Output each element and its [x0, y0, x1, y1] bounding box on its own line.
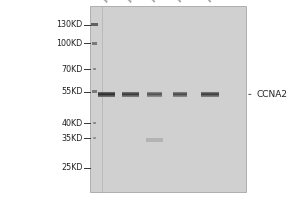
Bar — [93, 122, 96, 124]
Text: Mouse spleen: Mouse spleen — [150, 0, 193, 4]
Text: 40KD: 40KD — [61, 119, 82, 128]
Bar — [93, 137, 96, 139]
Bar — [91, 23, 98, 26]
Text: Mouse liver: Mouse liver — [126, 0, 163, 4]
Bar — [147, 92, 162, 97]
Text: 70KD: 70KD — [61, 65, 82, 74]
Text: 35KD: 35KD — [61, 134, 82, 143]
Text: 55KD: 55KD — [61, 87, 82, 96]
Bar — [93, 68, 96, 70]
Text: Mouse brain: Mouse brain — [102, 0, 141, 4]
Bar — [122, 92, 139, 97]
Text: 25KD: 25KD — [61, 163, 82, 172]
Text: Rat spinal cord: Rat spinal cord — [205, 0, 252, 4]
Text: 100KD: 100KD — [56, 39, 82, 48]
Text: 130KD: 130KD — [56, 20, 82, 29]
Bar — [90, 6, 246, 192]
Bar — [201, 92, 219, 97]
Text: CCNA2: CCNA2 — [249, 90, 287, 99]
Bar — [92, 42, 97, 45]
Bar — [146, 138, 163, 142]
Bar — [98, 92, 115, 97]
Bar — [173, 92, 187, 97]
Bar — [92, 90, 97, 93]
Text: Mouse eye: Mouse eye — [175, 0, 210, 4]
